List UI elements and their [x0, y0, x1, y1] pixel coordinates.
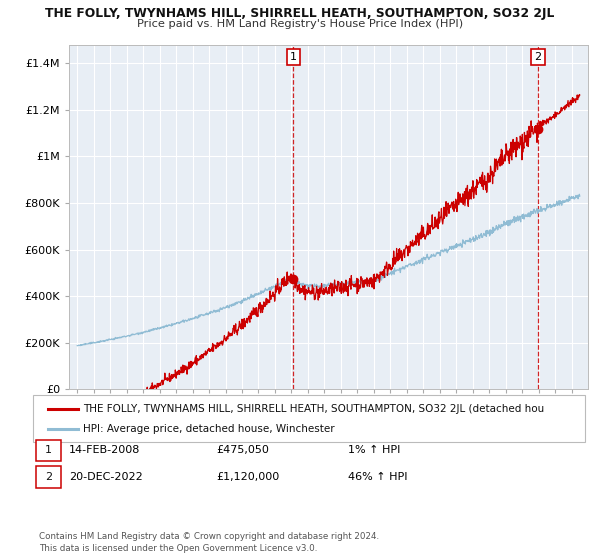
Text: £475,050: £475,050 [216, 445, 269, 455]
Text: 1: 1 [290, 52, 297, 62]
Text: THE FOLLY, TWYNHAMS HILL, SHIRRELL HEATH, SOUTHAMPTON, SO32 2JL (detached hou: THE FOLLY, TWYNHAMS HILL, SHIRRELL HEATH… [83, 404, 544, 414]
Text: THE FOLLY, TWYNHAMS HILL, SHIRRELL HEATH, SOUTHAMPTON, SO32 2JL: THE FOLLY, TWYNHAMS HILL, SHIRRELL HEATH… [46, 7, 554, 20]
Point [289, 274, 298, 283]
Text: 1% ↑ HPI: 1% ↑ HPI [348, 445, 400, 455]
Text: 20-DEC-2022: 20-DEC-2022 [69, 472, 143, 482]
Text: £1,120,000: £1,120,000 [216, 472, 279, 482]
Text: 2: 2 [535, 52, 542, 62]
Text: Contains HM Land Registry data © Crown copyright and database right 2024.
This d: Contains HM Land Registry data © Crown c… [39, 533, 379, 553]
Point [533, 124, 543, 133]
Text: 14-FEB-2008: 14-FEB-2008 [69, 445, 140, 455]
Text: Price paid vs. HM Land Registry's House Price Index (HPI): Price paid vs. HM Land Registry's House … [137, 19, 463, 29]
Text: HPI: Average price, detached house, Winchester: HPI: Average price, detached house, Winc… [83, 424, 334, 433]
Text: 46% ↑ HPI: 46% ↑ HPI [348, 472, 407, 482]
Text: 1: 1 [45, 445, 52, 455]
Text: 2: 2 [45, 472, 52, 482]
